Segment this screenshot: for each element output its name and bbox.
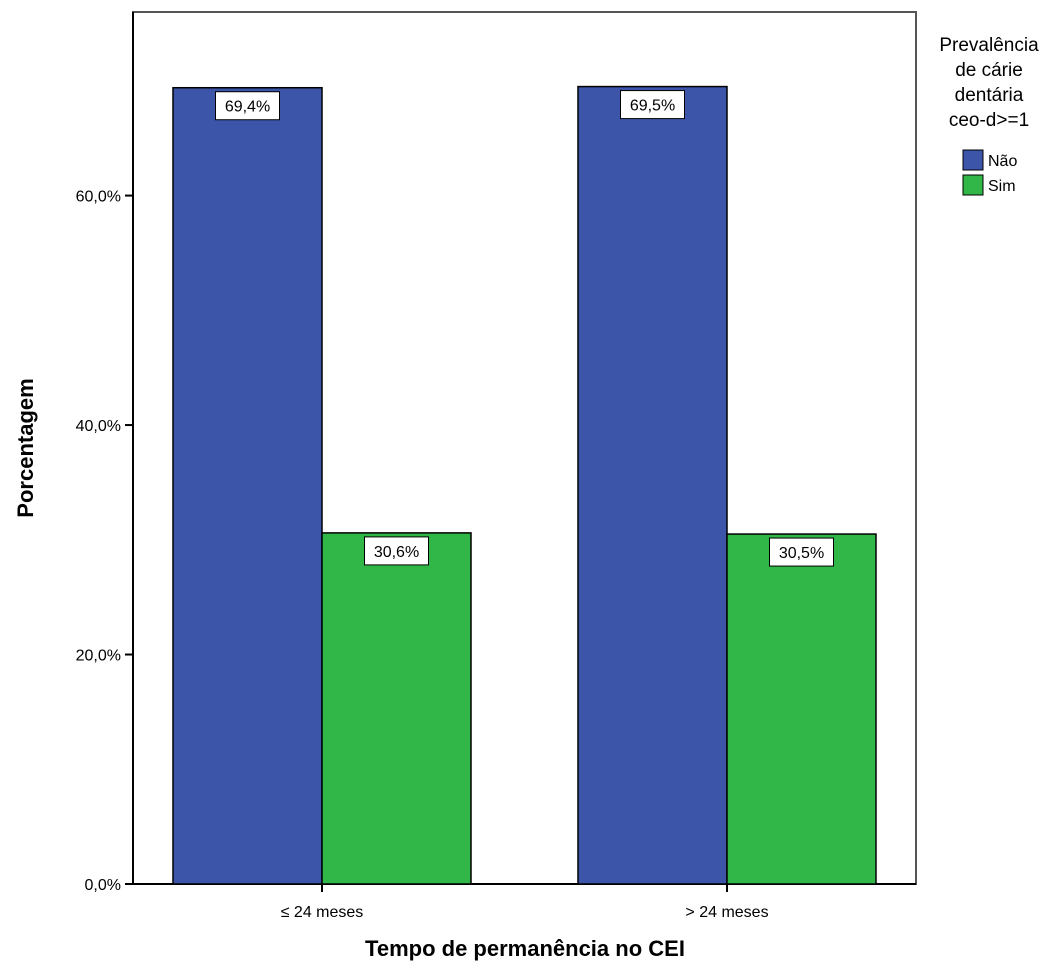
legend-swatch-sim <box>962 174 984 196</box>
data-label-box <box>620 90 685 120</box>
legend-title-line: dentária <box>955 85 1024 106</box>
y-axis-title: Porcentagem <box>13 378 38 517</box>
y-tick-label: 0,0% <box>85 877 121 894</box>
x-axis-categories: ≤ 24 meses > 24 meses <box>281 884 769 921</box>
legend-label: Não <box>988 153 1017 170</box>
legend-title-line: de cárie <box>955 60 1023 81</box>
x-category-label: ≤ 24 meses <box>281 904 364 921</box>
data-label-box <box>769 537 834 567</box>
legend-swatch-no <box>962 149 984 171</box>
data-label: 30,5% <box>779 545 824 562</box>
data-label: 69,4% <box>225 99 270 116</box>
bar-no-2 <box>577 85 728 885</box>
bars-group: 69,4% 30,6% 69,5% 30,5% <box>172 85 877 885</box>
legend: Prevalência de cárie dentária ceo-d>=1 Não Si… <box>939 35 1039 196</box>
y-tick-label: 40,0% <box>76 418 121 435</box>
legend-label: Sim <box>988 178 1016 195</box>
x-axis-title: Tempo de permanência no CEI <box>365 936 685 961</box>
bar-no-1 <box>172 86 323 885</box>
y-tick-label: 20,0% <box>76 648 121 665</box>
legend-title-line: Prevalência <box>939 35 1039 56</box>
y-axis-ticks: 0,0% 20,0% 40,0% 60,0% <box>76 189 133 894</box>
data-label-box <box>215 91 280 121</box>
x-category-label: > 24 meses <box>685 904 768 921</box>
data-label-box <box>364 536 429 566</box>
bar-sim-1 <box>321 532 472 885</box>
legend-title-line: ceo-d>=1 <box>949 110 1029 131</box>
bar-sim-2 <box>726 533 877 885</box>
data-label: 30,6% <box>374 544 419 561</box>
data-label: 69,5% <box>630 98 675 115</box>
y-tick-label: 60,0% <box>76 189 121 206</box>
